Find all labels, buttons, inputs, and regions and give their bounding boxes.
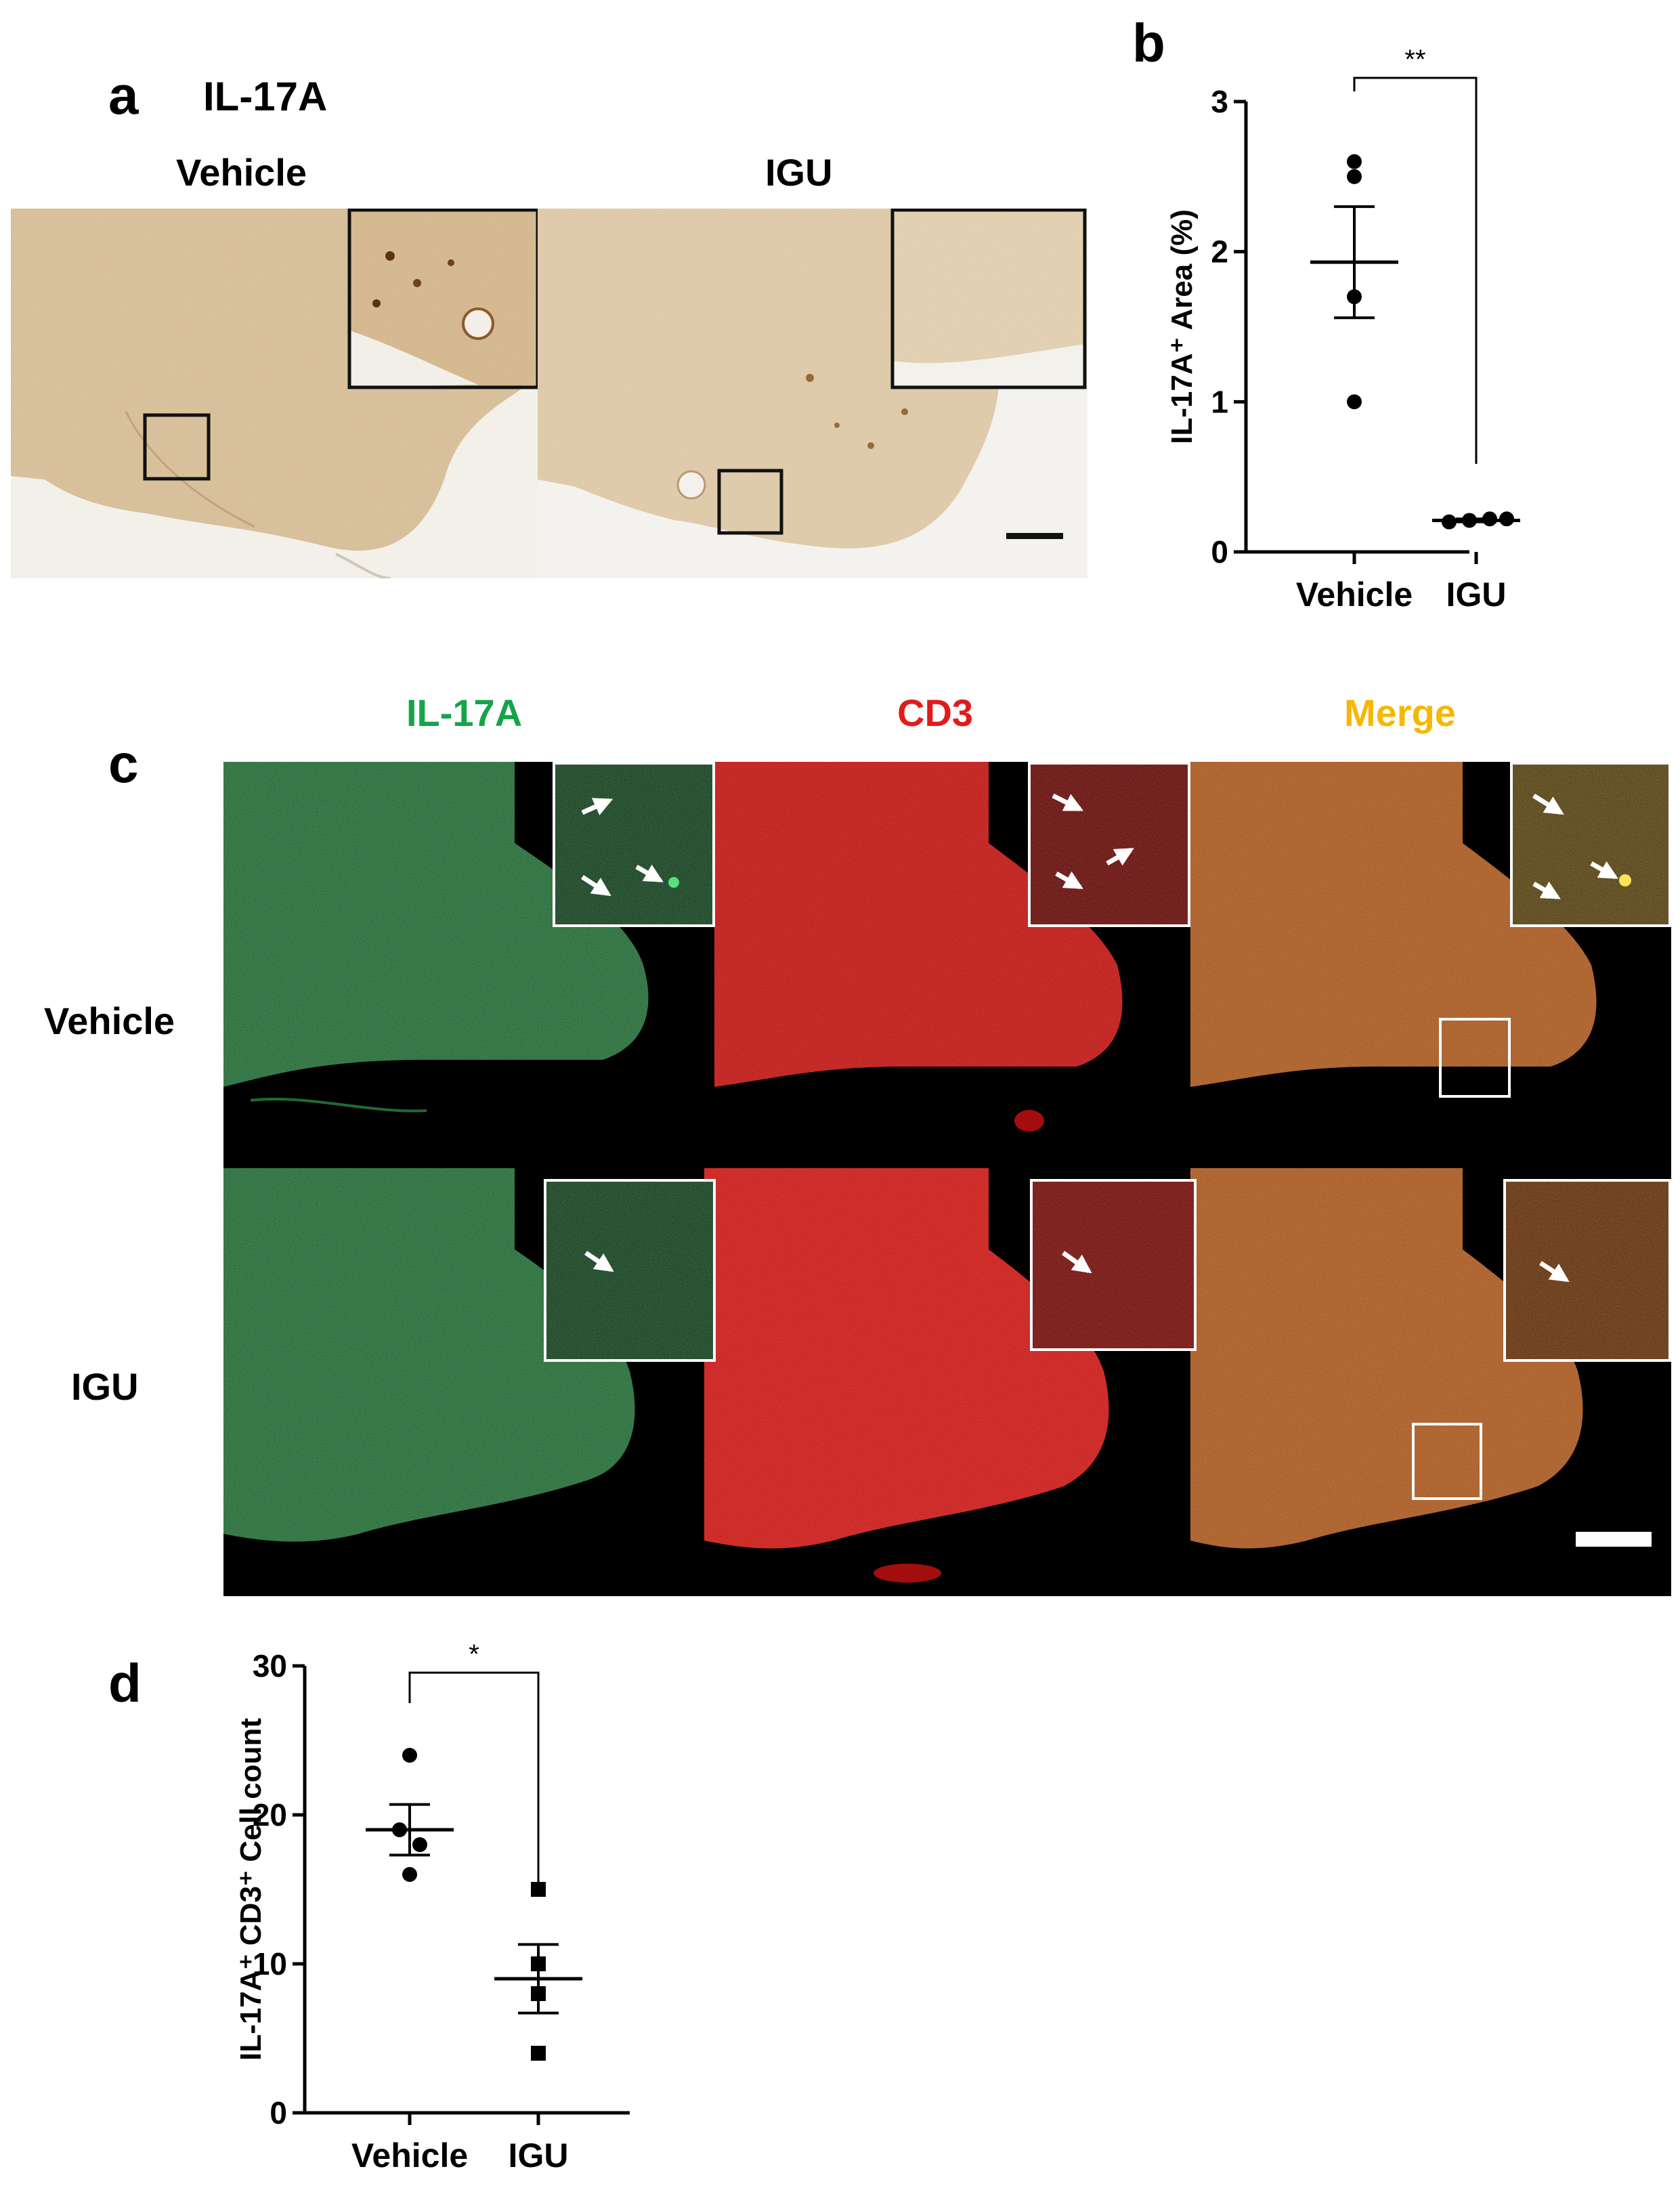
x-tick-label: Vehicle bbox=[351, 2137, 468, 2174]
data-point bbox=[412, 1837, 427, 1852]
y-tick-label: 30 bbox=[253, 1648, 287, 1683]
chart-b: 0 1 2 3 IL-17A⁺ Area (%) Vehicle IGU ** bbox=[1165, 45, 1520, 614]
data-point bbox=[1442, 514, 1457, 530]
panel-b-letter: b bbox=[1132, 13, 1165, 73]
significance-bracket bbox=[1353, 77, 1478, 464]
inset-igu-il17a bbox=[544, 1179, 716, 1362]
panel-c-row-igu: IGU bbox=[71, 1365, 139, 1408]
fluor-vehicle-merge bbox=[1190, 762, 1597, 1098]
panel-a-micrographs bbox=[11, 209, 1087, 578]
y-tick-label: 0 bbox=[270, 2095, 287, 2130]
significance-label: ** bbox=[1404, 45, 1425, 74]
data-point bbox=[1462, 513, 1477, 528]
data-point bbox=[531, 2046, 546, 2061]
ihc-igu-roi-box bbox=[717, 469, 783, 535]
data-point bbox=[1347, 154, 1362, 169]
scale-bar-a bbox=[1006, 533, 1063, 539]
data-point bbox=[392, 1822, 407, 1837]
x-tick-label: IGU bbox=[1446, 576, 1507, 614]
y-tick-label: 2 bbox=[1211, 234, 1228, 270]
y-tick-label: 20 bbox=[253, 1797, 287, 1832]
merge-vehicle-roi-box bbox=[1439, 1018, 1511, 1098]
data-point bbox=[1499, 511, 1514, 527]
y-tick-label: 1 bbox=[1211, 384, 1228, 419]
inset-vehicle-cd3 bbox=[1028, 762, 1190, 927]
y-tick-label: 0 bbox=[1211, 534, 1228, 570]
scale-bar-c bbox=[1576, 1532, 1652, 1547]
fluor-vehicle-cd3 bbox=[714, 762, 1123, 1132]
panel-a-title: IL-17A bbox=[203, 74, 328, 119]
panel-d-letter: d bbox=[108, 1653, 142, 1713]
panel-a-label-igu: IGU bbox=[765, 151, 833, 194]
inset-vehicle-merge bbox=[1510, 762, 1671, 927]
y-axis-label: IL-17A⁺ CD3⁺ Cell count bbox=[234, 1718, 267, 2061]
ihc-vehicle-roi-box bbox=[143, 413, 211, 481]
data-point bbox=[531, 1986, 546, 2001]
fluor-vehicle-il17a bbox=[223, 762, 649, 1113]
x-tick-label: Vehicle bbox=[1296, 576, 1413, 614]
data-point bbox=[1347, 169, 1362, 184]
panel-c-letter: c bbox=[108, 733, 139, 794]
panel-c-label-il17a: IL-17A bbox=[406, 691, 523, 734]
x-tick-label: IGU bbox=[509, 2137, 569, 2174]
chart-d: 0 10 20 30 IL-17A⁺ CD3⁺ Cell count Vehicle IGU… bbox=[234, 1639, 630, 2174]
ihc-igu-inset bbox=[890, 209, 1087, 389]
significance-bracket bbox=[408, 1671, 540, 1896]
merge-igu-roi-box bbox=[1412, 1423, 1482, 1500]
panel-c-label-cd3: CD3 bbox=[897, 691, 974, 734]
inset-igu-merge bbox=[1503, 1179, 1671, 1362]
data-point bbox=[1347, 394, 1362, 410]
inset-igu-cd3 bbox=[1030, 1179, 1197, 1351]
data-point bbox=[402, 1867, 417, 1882]
panel-a-letter: a bbox=[108, 65, 139, 125]
inset-vehicle-il17a bbox=[553, 762, 715, 927]
data-point bbox=[531, 1956, 546, 1971]
y-tick-label: 3 bbox=[1211, 84, 1228, 119]
y-tick-label: 10 bbox=[253, 1946, 287, 1981]
fluor-igu-cd3 bbox=[704, 1168, 1109, 1583]
panel-a-label-vehicle: Vehicle bbox=[176, 151, 307, 194]
data-point bbox=[402, 1748, 417, 1763]
panel-c-row-vehicle: Vehicle bbox=[44, 1000, 175, 1042]
fluor-igu-il17a bbox=[223, 1168, 635, 1542]
panel-c-fluorescence-grid bbox=[223, 762, 1671, 1596]
y-axis-label: IL-17A⁺ Area (%) bbox=[1165, 209, 1199, 444]
fluor-igu-merge bbox=[1190, 1168, 1652, 1549]
significance-label: * bbox=[469, 1639, 479, 1669]
data-point bbox=[1482, 511, 1497, 527]
ihc-vehicle-inset bbox=[347, 209, 540, 389]
panel-c-label-merge: Merge bbox=[1344, 691, 1456, 734]
data-point bbox=[1347, 289, 1362, 305]
ihc-igu-section bbox=[538, 209, 1087, 578]
